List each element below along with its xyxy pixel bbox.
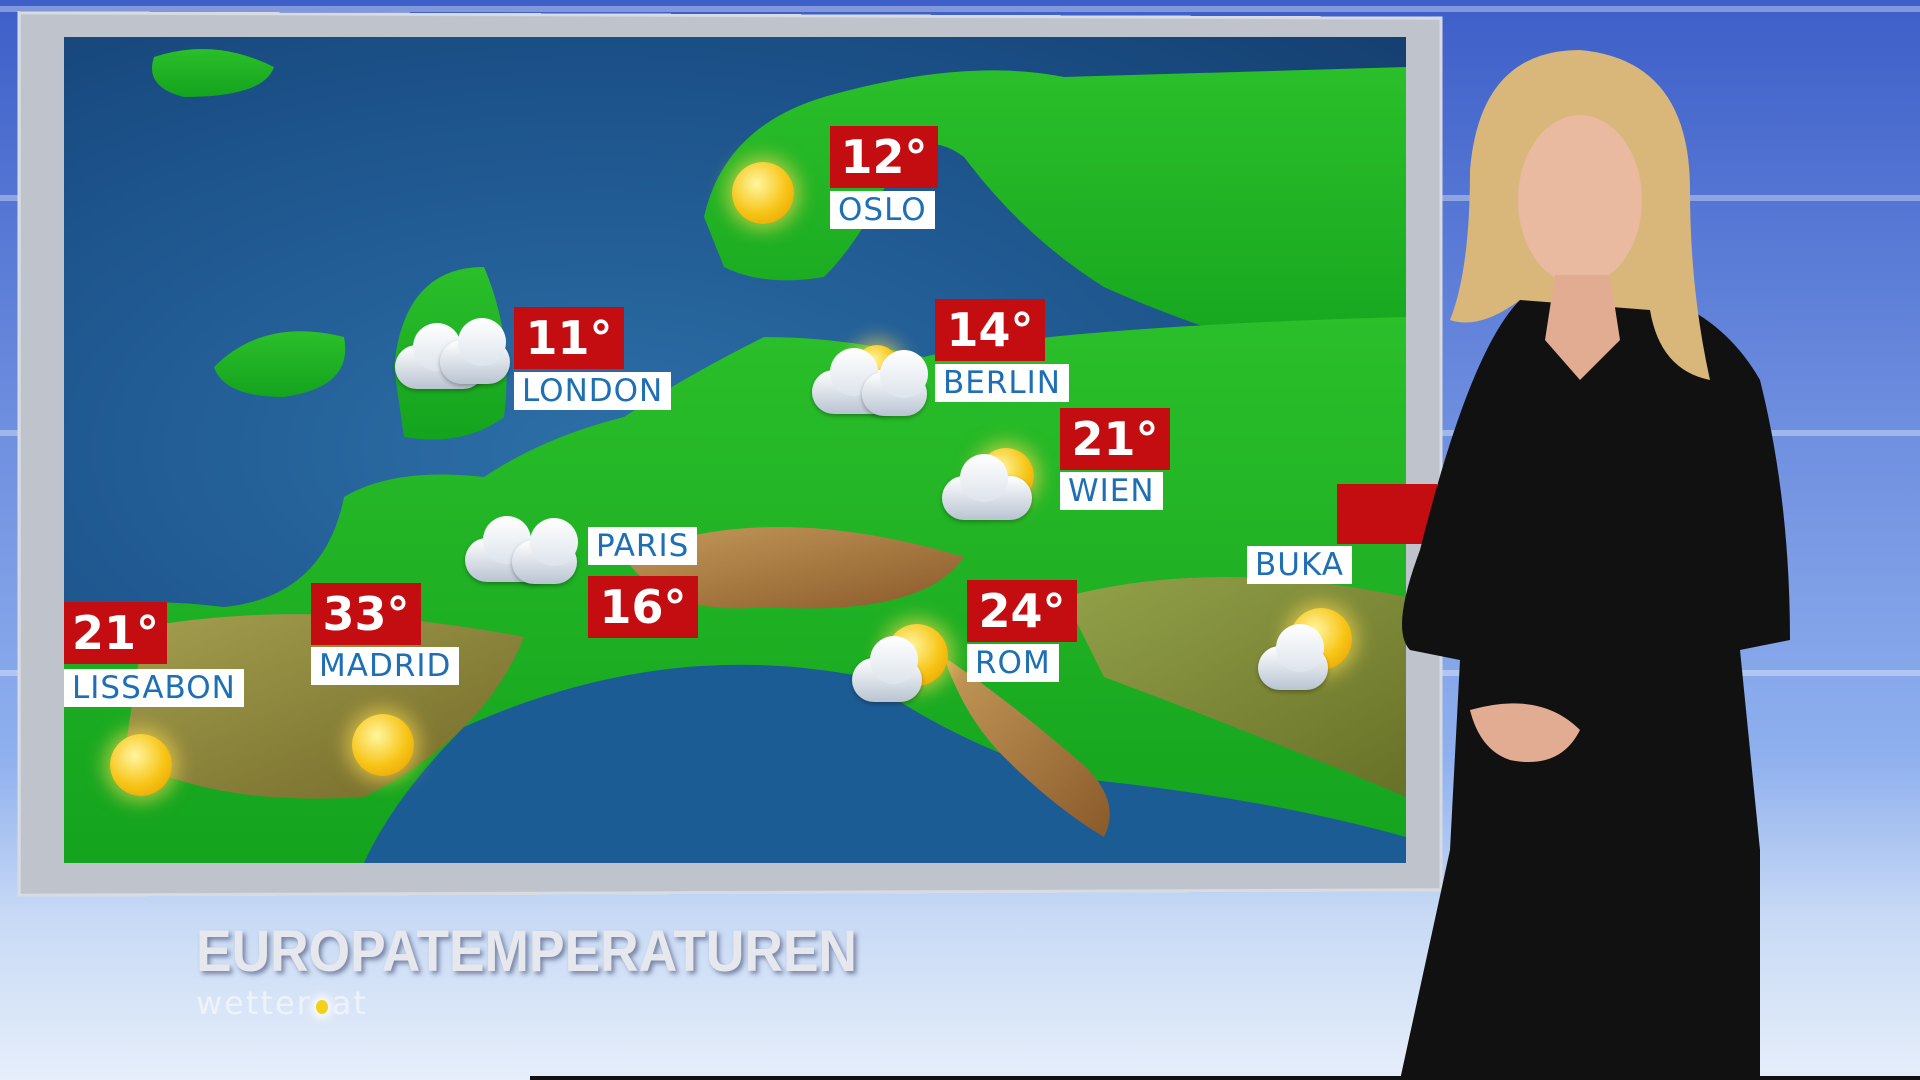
city-berlin: BERLIN xyxy=(935,364,1069,402)
temp-paris: 16° xyxy=(588,576,698,638)
temp-bukarest xyxy=(1337,484,1437,544)
bottom-bar xyxy=(530,1076,1920,1080)
presenter-neck xyxy=(1545,275,1620,380)
city-bukarest: BUKA xyxy=(1247,546,1352,584)
italy xyxy=(944,657,1110,837)
presenter-face xyxy=(1518,115,1642,285)
presenter-hands xyxy=(1470,703,1580,762)
sun-cloud-icon xyxy=(942,454,1032,520)
europe-weather-map xyxy=(64,37,1406,863)
ireland xyxy=(214,331,346,397)
sun-icon xyxy=(110,734,172,796)
cloud-icon xyxy=(440,318,510,384)
alps xyxy=(624,527,964,609)
city-wien: WIEN xyxy=(1060,472,1163,510)
sun-icon xyxy=(352,714,414,776)
presenter-body xyxy=(1400,290,1790,1080)
presenter xyxy=(1400,50,1790,1080)
temp-lissabon: 21° xyxy=(64,602,167,664)
temp-oslo: 12° xyxy=(830,126,938,188)
temp-madrid: 33° xyxy=(311,583,421,645)
cloud-icon xyxy=(862,350,928,416)
sun-cloud-icon xyxy=(1258,624,1328,690)
temp-rom: 24° xyxy=(967,580,1077,642)
city-london: LONDON xyxy=(514,372,672,410)
sun-cloud-icon xyxy=(852,636,922,702)
europe-landmass xyxy=(64,49,1406,863)
cloud-icon xyxy=(512,518,578,584)
sun-star-icon xyxy=(315,1000,328,1014)
graphic-title: EUROPATEMPERATUREN xyxy=(196,919,858,984)
sun-icon xyxy=(732,162,794,224)
city-madrid: MADRID xyxy=(311,647,460,685)
city-lissabon: LISSABON xyxy=(64,669,244,707)
mediterranean xyxy=(364,664,1406,863)
studio-stripe xyxy=(0,6,1920,12)
temp-wien: 21° xyxy=(1060,408,1170,470)
iceland xyxy=(152,49,274,97)
temp-berlin: 14° xyxy=(935,299,1045,361)
city-paris: PARIS xyxy=(588,527,698,565)
temp-london: 11° xyxy=(514,307,624,369)
wetter-at-logo: wetter at xyxy=(196,984,368,1022)
city-oslo: OSLO xyxy=(830,191,935,229)
city-rom: ROM xyxy=(967,644,1059,682)
